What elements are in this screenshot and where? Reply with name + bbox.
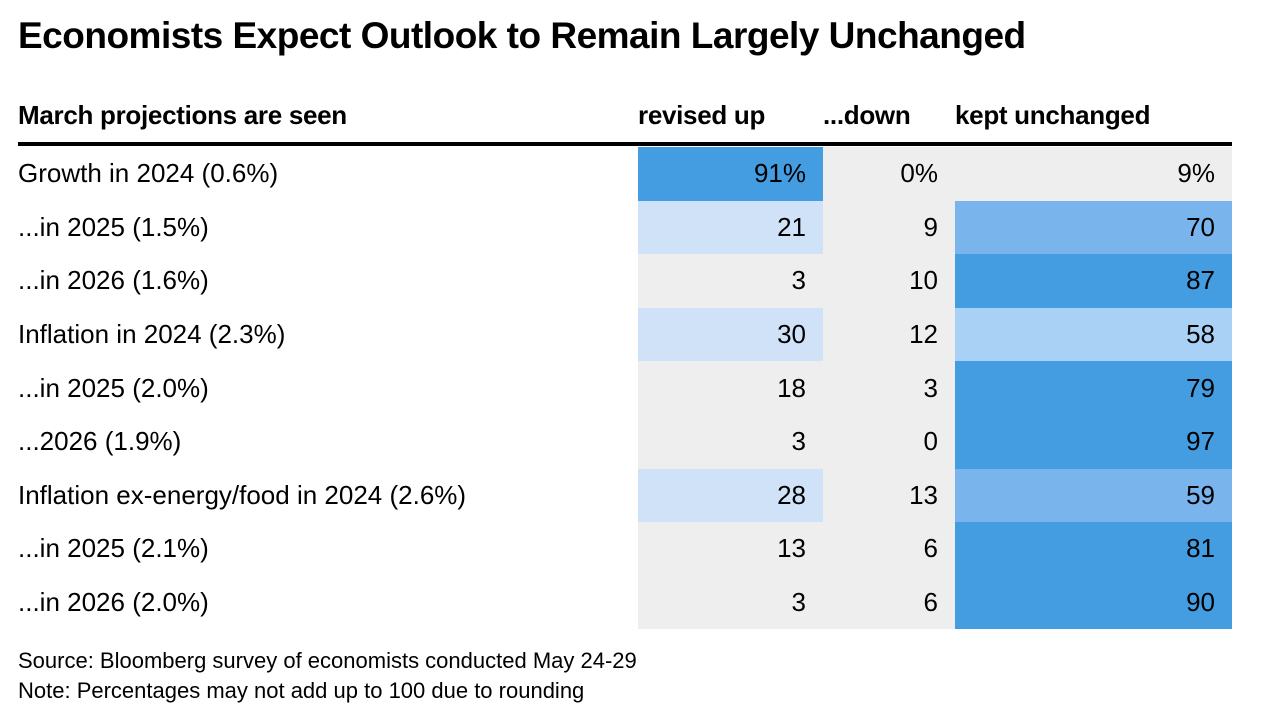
cell-revised-up: 3: [638, 575, 823, 630]
cell-revised-down: 6: [823, 522, 955, 576]
row-label: Inflation ex-energy/food in 2024 (2.6%): [18, 479, 467, 510]
row-label: ...in 2026 (2.0%): [18, 587, 209, 618]
row-label: ...in 2025 (1.5%): [18, 211, 209, 242]
cell-kept-unchanged: 79: [955, 361, 1232, 415]
cell-kept-unchanged: 90: [955, 575, 1232, 630]
cell-revised-up: 21: [638, 200, 823, 255]
cell-kept-unchanged: 81: [955, 522, 1232, 576]
cell-revised-down: 0: [823, 414, 955, 469]
row-label: ...2026 (1.9%): [18, 426, 182, 457]
cell-revised-down: 3: [823, 361, 955, 415]
chart-title: Economists Expect Outlook to Remain Larg…: [18, 15, 1026, 56]
cell-revised-up: 3: [638, 254, 823, 308]
cell-revised-down: 10: [823, 254, 955, 308]
footer: Source: Bloomberg survey of economists c…: [18, 646, 637, 706]
cell-revised-up: 13: [638, 522, 823, 576]
table-row: ...in 2025 (2.1%) 13 6 81: [18, 522, 1232, 576]
row-label: ...in 2025 (2.1%): [18, 533, 209, 564]
cell-kept-unchanged: 70: [955, 200, 1232, 255]
cell-revised-up: 28: [638, 468, 823, 523]
row-label: ...in 2026 (1.6%): [18, 265, 209, 296]
cell-kept-unchanged: 59: [955, 468, 1232, 523]
cell-revised-down: 6: [823, 575, 955, 630]
cell-revised-down: 9: [823, 200, 955, 255]
table-row: ...in 2025 (1.5%) 21 9 70: [18, 200, 1232, 255]
row-label: Inflation in 2024 (2.3%): [18, 319, 286, 350]
row-label: Growth in 2024 (0.6%): [18, 158, 279, 189]
header-rule: [18, 142, 1232, 146]
header-kept-unchanged: kept unchanged: [955, 100, 1151, 130]
table-row: ...in 2025 (2.0%) 18 3 79: [18, 361, 1232, 415]
cell-kept-unchanged: 58: [955, 307, 1232, 362]
header-revised-up: revised up: [638, 100, 766, 130]
cell-revised-down: 0%: [823, 147, 955, 201]
footnote: Note: Percentages may not add up to 100 …: [18, 678, 585, 703]
table-row: Growth in 2024 (0.6%) 91% 0% 9%: [18, 147, 1232, 201]
table-row: ...in 2026 (2.0%) 3 6 90: [18, 575, 1232, 630]
row-label: ...in 2025 (2.0%): [18, 372, 209, 403]
source-note: Source: Bloomberg survey of economists c…: [18, 648, 637, 673]
header-revised-down: ...down: [823, 100, 911, 130]
header-label: March projections are seen: [18, 100, 347, 130]
cell-revised-down: 12: [823, 307, 955, 362]
table-row: ...2026 (1.9%) 3 0 97: [18, 414, 1232, 469]
cell-kept-unchanged: 97: [955, 414, 1232, 469]
cell-revised-down: 13: [823, 468, 955, 523]
table-body: Growth in 2024 (0.6%) 91% 0% 9% ...in 2025 (…: [18, 147, 1232, 630]
cell-revised-up: 30: [638, 307, 823, 362]
cell-revised-up: 3: [638, 414, 823, 469]
cell-kept-unchanged: 87: [955, 254, 1232, 308]
table-header: March projections are seen revised up ..…: [18, 98, 1232, 142]
cell-revised-up: 18: [638, 361, 823, 415]
cell-revised-up: 91%: [638, 147, 823, 201]
cell-kept-unchanged: 9%: [955, 147, 1232, 201]
table-row: ...in 2026 (1.6%) 3 10 87: [18, 254, 1232, 308]
table-row: Inflation in 2024 (2.3%) 30 12 58: [18, 307, 1232, 362]
table-row: Inflation ex-energy/food in 2024 (2.6%) 2…: [18, 468, 1232, 523]
